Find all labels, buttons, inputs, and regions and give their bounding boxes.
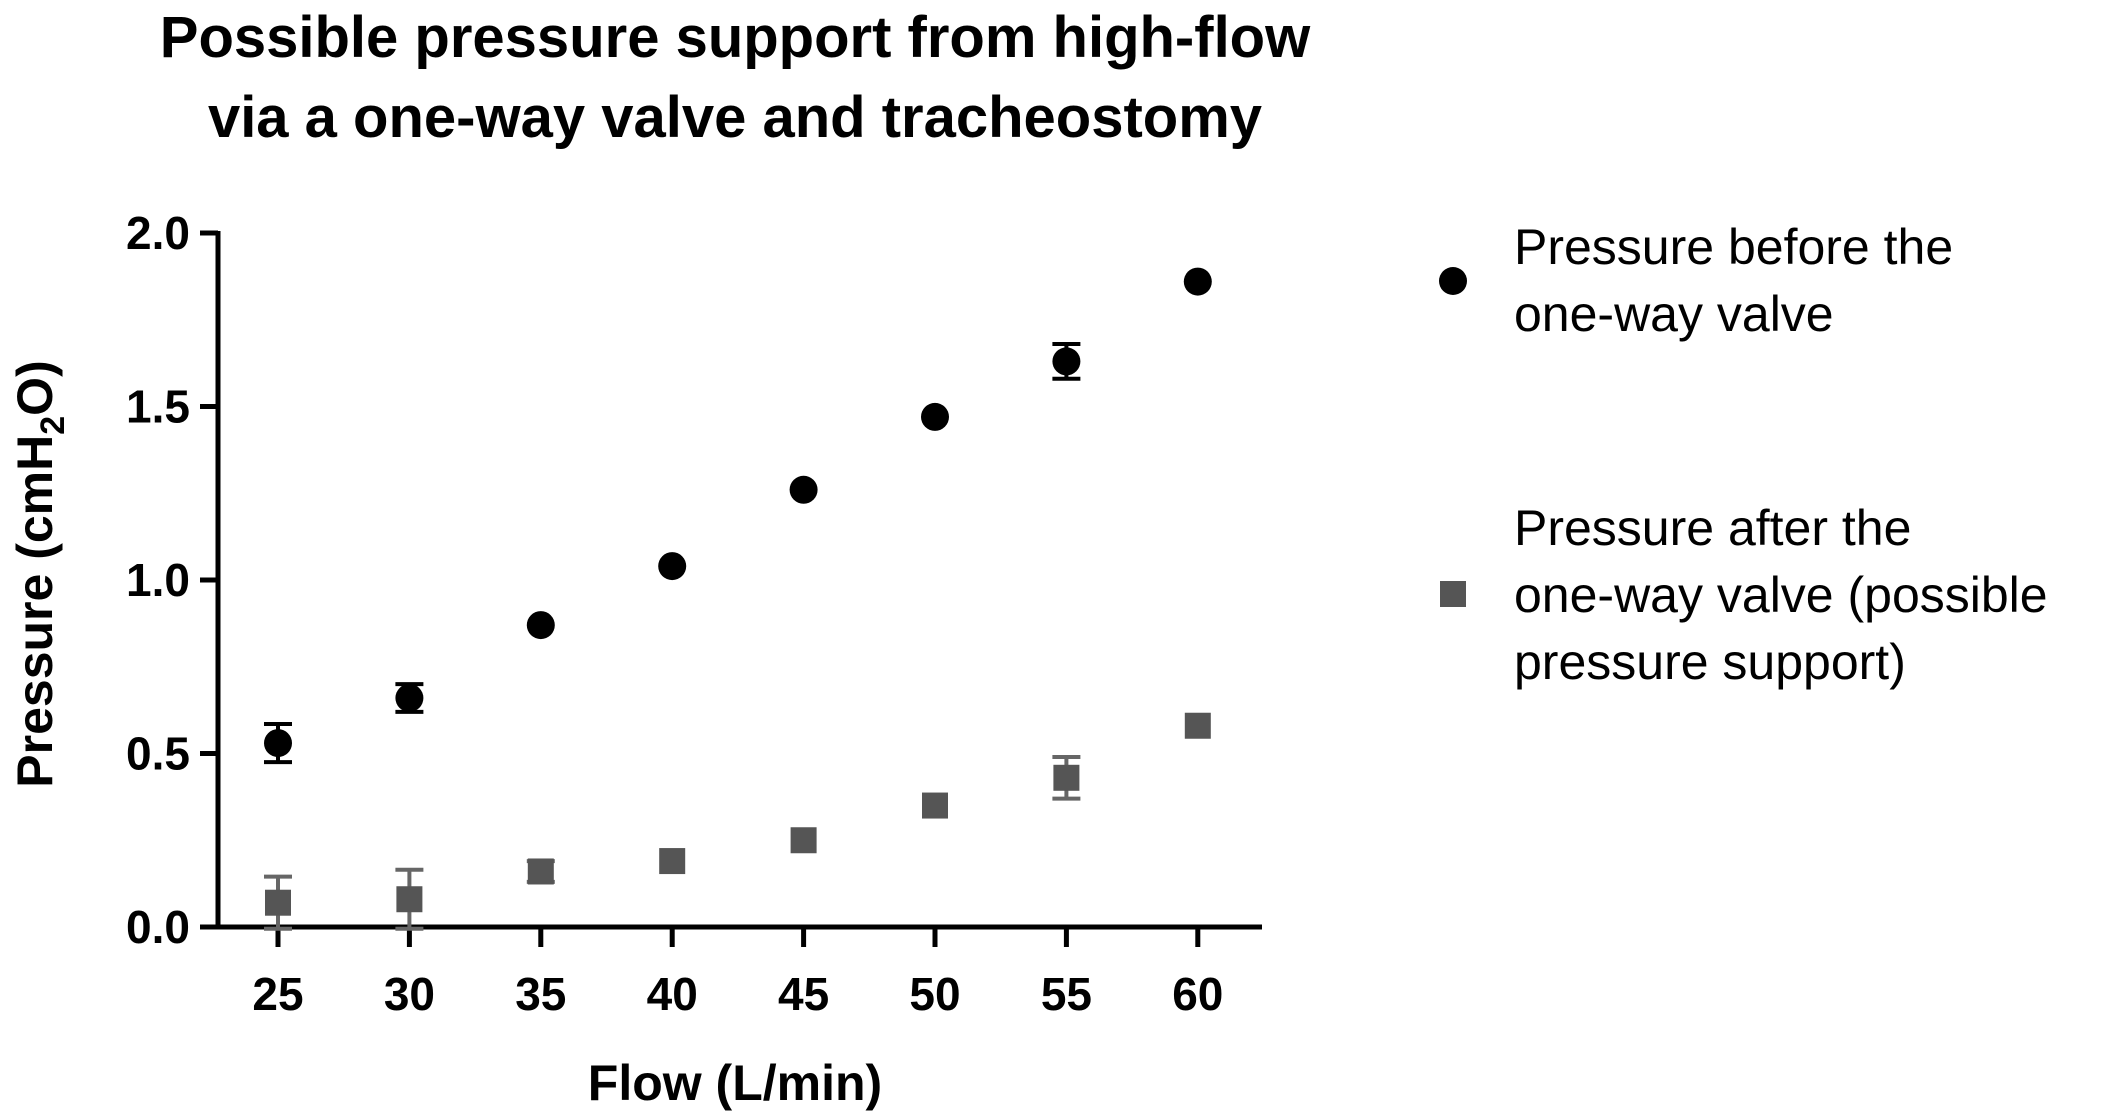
series-1-point <box>1052 347 1081 376</box>
plot-axes <box>200 230 1262 947</box>
y-axis-label: Pressure (cmH2O) <box>7 360 72 787</box>
error-bars <box>264 342 1081 931</box>
legend-marker-square <box>1440 581 1466 607</box>
legend-label-2: one-way valve (possible <box>1514 567 2048 623</box>
x-tick-label: 25 <box>252 968 303 1020</box>
series-1-point <box>526 611 555 640</box>
series-1-point <box>789 475 818 504</box>
series-1-point <box>658 552 687 581</box>
legend-label-1: Pressure before the <box>1514 219 1953 275</box>
tick-labels: 0.0 0.5 1.0 1.5 2.0 25 30 35 40 45 50 55 60 <box>126 207 1223 1020</box>
series-2-point <box>922 792 948 819</box>
y-tick-label: 0.5 <box>126 728 190 780</box>
series-2-point <box>659 848 686 875</box>
chart-title-line-2: via a one-way valve and tracheostomy <box>208 85 1262 150</box>
series-2-point <box>1053 764 1080 791</box>
y-axis-label-prefix: Pressure (cmH <box>7 435 63 788</box>
series-2-point <box>790 827 817 854</box>
y-axis-label-subscript: 2 <box>34 416 72 435</box>
x-tick-label: 30 <box>384 968 435 1020</box>
series-1-point <box>395 683 424 712</box>
x-tick-label: 50 <box>909 968 960 1020</box>
legend-marker-circle <box>1439 267 1467 295</box>
series-1-point <box>264 729 292 758</box>
series-2-point <box>527 858 554 885</box>
series-2-point <box>396 886 423 913</box>
data-markers <box>264 267 1212 916</box>
y-tick-label: 0.0 <box>126 901 190 953</box>
y-tick-label: 1.5 <box>126 381 190 433</box>
y-axis-label-suffix: O) <box>7 360 63 416</box>
series-1-point <box>921 402 949 431</box>
x-tick-label: 40 <box>647 968 698 1020</box>
legend-label-2: Pressure after the <box>1514 500 1911 556</box>
series-2-point <box>1184 712 1211 739</box>
y-tick-label: 2.0 <box>126 207 190 259</box>
y-tick-label: 1.0 <box>126 554 190 606</box>
series-1-point <box>1183 267 1212 296</box>
x-tick-label: 35 <box>515 968 566 1020</box>
legend-label-1: one-way valve <box>1514 286 1834 342</box>
x-tick-label: 55 <box>1041 968 1092 1020</box>
chart-title-line-1: Possible pressure support from high-flow <box>160 5 1311 70</box>
x-tick-label: 60 <box>1172 968 1223 1020</box>
x-tick-label: 45 <box>778 968 829 1020</box>
legend: Pressure before the one-way valve Pressure… <box>1439 219 2048 690</box>
legend-label-2: pressure support) <box>1514 634 1906 690</box>
series-2-point <box>265 889 291 916</box>
x-axis-label: Flow (L/min) <box>588 1055 882 1111</box>
